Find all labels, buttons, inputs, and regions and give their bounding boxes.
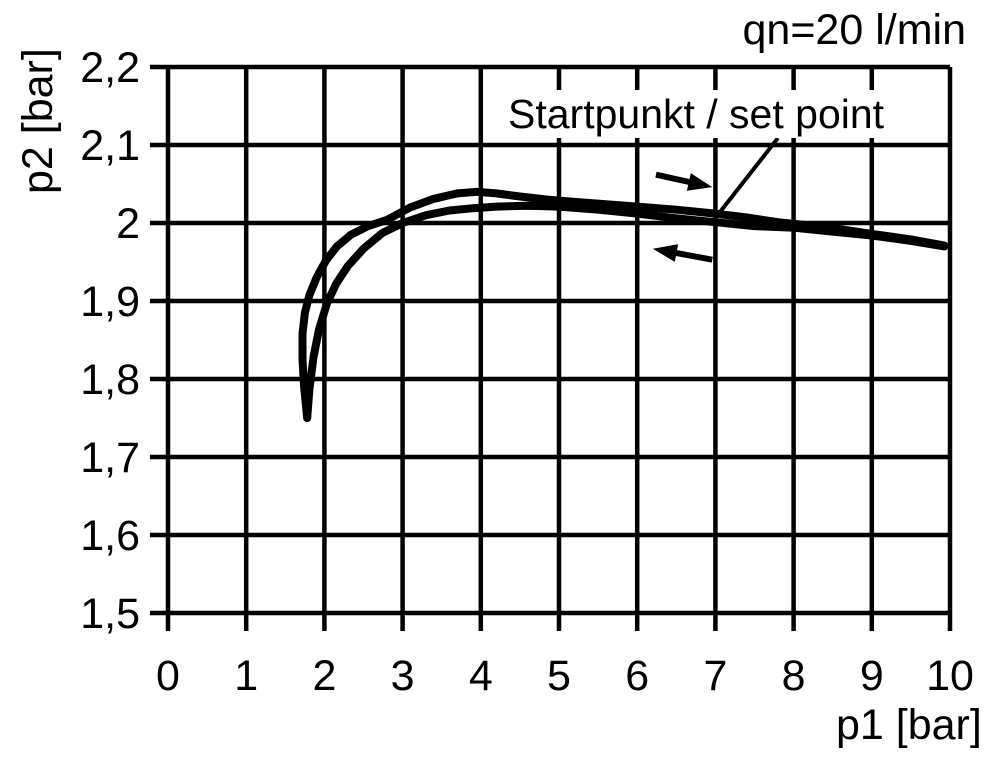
x-tick-label: 0: [156, 652, 180, 700]
y-tick-label: 1,6: [80, 512, 140, 560]
annotation-layer: [652, 136, 780, 263]
direction-arrow-head-left: [652, 244, 679, 262]
y-tick-label: 2,2: [80, 44, 140, 92]
tick-layer: [150, 64, 953, 631]
y-tick-label: 1,8: [80, 356, 140, 404]
x-tick-label: 8: [782, 652, 806, 700]
x-tick-label: 10: [926, 652, 974, 700]
set-point-leader-line: [717, 136, 780, 215]
y-tick-label: 1,9: [80, 278, 140, 326]
hysteresis-curve-lower: [303, 201, 949, 422]
x-axis-title: p1 [bar]: [836, 701, 982, 749]
hysteresis-curve-upper: [298, 187, 949, 422]
curve-layer: [298, 187, 949, 422]
y-tick-label: 2,1: [80, 122, 140, 170]
direction-arrow-head-right: [686, 173, 713, 191]
x-tick-label: 6: [625, 652, 649, 700]
tick-label-layer: 0 1 2 3 4 5 6 7 8 9 10 2,2 2,1 2 1,9 1,8 1,7 1,6 1,5: [80, 44, 974, 700]
y-tick-label: 1,7: [80, 434, 140, 482]
x-tick-label: 7: [703, 652, 727, 700]
x-tick-label: 2: [312, 652, 336, 700]
set-point-label: Startpunkt / set point: [503, 90, 890, 138]
x-tick-label: 4: [469, 652, 493, 700]
x-tick-label: 3: [391, 652, 415, 700]
x-tick-label: 9: [860, 652, 884, 700]
y-tick-label: 1,5: [80, 590, 140, 638]
grid-layer: [165, 64, 953, 616]
y-tick-label: 2: [116, 200, 140, 248]
y-axis-title: p2 [bar]: [14, 48, 62, 194]
x-tick-label: 5: [547, 652, 571, 700]
flow-rate-label: qn=20 l/min: [742, 6, 966, 54]
x-tick-label: 1: [234, 652, 258, 700]
